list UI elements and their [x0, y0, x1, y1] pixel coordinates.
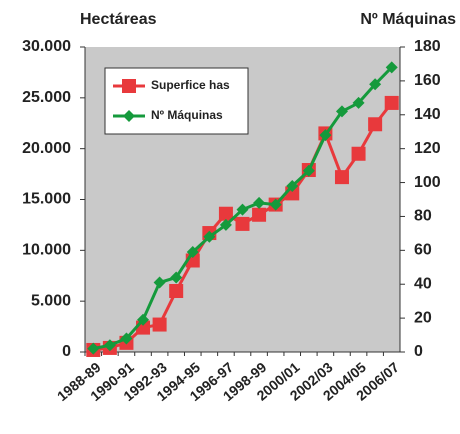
legend-marker: [122, 79, 136, 93]
y2-tick-label: 60: [414, 242, 432, 259]
data-point: [384, 95, 399, 110]
y2-tick-label: 0: [414, 343, 423, 360]
data-point: [334, 170, 349, 185]
legend-label: Nº Máquinas: [151, 108, 223, 122]
data-point: [252, 207, 267, 222]
y-tick-label: 15.000: [22, 191, 71, 208]
data-point: [302, 164, 315, 177]
y2-tick-label: 20: [414, 309, 432, 326]
y-tick-label: 25.000: [22, 89, 71, 106]
data-point: [169, 284, 184, 298]
y2-tick-label: 100: [414, 174, 441, 191]
y-tick-label: 10.000: [22, 242, 71, 259]
data-point: [368, 117, 383, 132]
y-axis-title: Hectáreas: [80, 11, 157, 28]
data-point: [170, 271, 183, 284]
data-point: [319, 129, 332, 142]
data-point: [235, 216, 250, 231]
y2-tick-label: 40: [414, 275, 432, 292]
y-tick-label: 5.000: [31, 292, 71, 309]
data-point: [253, 196, 266, 209]
data-point: [203, 230, 216, 243]
y-tick-label: 30.000: [22, 38, 71, 55]
y-tick-label: 0: [62, 343, 71, 360]
data-point: [335, 105, 348, 118]
y2-tick-label: 80: [414, 208, 432, 225]
legend-label: Superfice has: [151, 78, 230, 92]
data-point: [369, 78, 382, 91]
data-point: [218, 206, 233, 221]
data-point: [186, 246, 199, 259]
y2-tick-label: 160: [414, 72, 441, 89]
data-point: [137, 313, 150, 326]
y2-tick-label: 180: [414, 38, 441, 55]
data-point: [87, 342, 100, 355]
data-point: [153, 276, 166, 289]
y-tick-label: 20.000: [22, 140, 71, 157]
y2-tick-label: 120: [414, 140, 441, 157]
y2-axis-title: Nº Máquinas: [360, 11, 456, 28]
data-point: [286, 179, 299, 192]
data-point: [385, 61, 398, 74]
data-point: [120, 332, 133, 345]
legend-marker: [123, 110, 135, 122]
data-point: [103, 339, 116, 352]
data-point: [236, 203, 249, 216]
data-point: [152, 317, 167, 332]
y2-tick-label: 140: [414, 106, 441, 123]
data-point: [269, 198, 282, 211]
data-point: [219, 218, 232, 231]
data-point: [352, 96, 365, 109]
data-point: [351, 146, 366, 161]
